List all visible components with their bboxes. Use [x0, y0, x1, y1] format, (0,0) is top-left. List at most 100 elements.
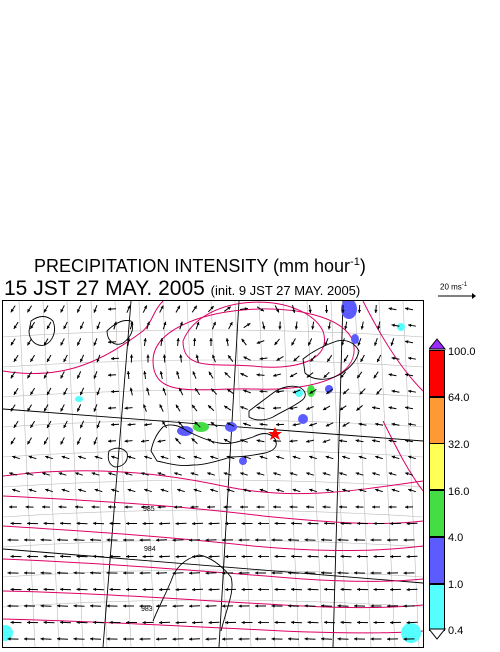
wind-arrow [192, 405, 197, 411]
wind-arrow [8, 571, 19, 574]
wind-arrow [242, 522, 253, 525]
wind-arrow [278, 322, 281, 330]
wind-arrow [61, 338, 65, 345]
wind-arrow [225, 372, 231, 378]
wind-arrow [389, 472, 397, 475]
reference-arrow-icon [436, 292, 476, 300]
wind-arrow [11, 438, 15, 445]
wind-arrow [11, 405, 15, 412]
wind-arrow [240, 505, 248, 508]
init-time: (init. 9 JST 27 MAY. 2005) [211, 283, 361, 298]
wind-arrow [323, 440, 331, 443]
wind-arrow [273, 505, 281, 508]
wind-arrow [390, 555, 401, 558]
wind-arrow [176, 555, 187, 558]
wind-arrow [274, 339, 279, 345]
wind-arrow [11, 522, 22, 525]
grid-line [3, 540, 423, 547]
wind-arrow [75, 472, 83, 475]
wind-arrow [156, 637, 167, 640]
wind-arrow [27, 306, 31, 313]
wind-arrow [290, 439, 298, 442]
wind-arrow [291, 522, 302, 525]
wind-arrow [260, 423, 268, 426]
wind-arrow [74, 571, 85, 574]
wind-arrow [208, 439, 215, 444]
wind-arrow [173, 637, 184, 640]
wind-arrow [389, 505, 397, 508]
coastline-island-b [29, 317, 55, 346]
reference-vector: 20 ms-1 [436, 282, 476, 302]
wind-arrow [125, 439, 133, 442]
wind-arrow [61, 437, 65, 444]
wind-arrow [374, 588, 385, 591]
wind-arrow [126, 555, 137, 558]
wind-arrow [24, 571, 35, 574]
wind-arrow [176, 621, 187, 624]
wind-arrow [255, 571, 266, 574]
wind-arrow [174, 505, 182, 508]
wind-arrow [372, 439, 380, 442]
isobar [3, 591, 423, 608]
wind-arrow [8, 604, 19, 607]
wind-arrow [27, 339, 31, 346]
wind-arrow [161, 456, 169, 459]
legend-color-box [429, 584, 445, 631]
wind-arrow [326, 456, 334, 459]
wind-arrow [29, 456, 37, 459]
wind-arrow [143, 555, 154, 558]
wind-arrow [146, 355, 149, 363]
wind-arrow [293, 456, 301, 459]
contour-label: 983 [141, 606, 153, 613]
wind-arrow [288, 637, 299, 640]
map-title: PRECIPITATION INTENSITY (mm hour-1) [34, 256, 366, 277]
wind-arrow [255, 538, 266, 541]
reference-vector-label: 20 ms-1 [440, 282, 467, 292]
wind-arrow [11, 306, 15, 313]
wind-arrow [196, 355, 199, 363]
wind-arrow [343, 389, 349, 394]
wind-arrow [356, 405, 362, 410]
precip-area [225, 422, 237, 432]
wind-arrow [209, 555, 220, 558]
wind-arrow [111, 390, 119, 393]
wind-arrow [240, 373, 247, 377]
wind-arrow [405, 340, 413, 343]
legend-label: 1.0 [448, 579, 463, 591]
wind-arrow [44, 405, 48, 412]
major-grid-line [3, 549, 423, 583]
wind-arrow [292, 305, 295, 313]
wind-arrow [30, 355, 34, 362]
wind-arrow [156, 604, 167, 607]
wind-arrow [257, 341, 265, 344]
wind-arrow [174, 472, 182, 475]
contour-label: 985 [143, 506, 155, 513]
wind-arrow [387, 571, 398, 574]
wind-arrow [14, 421, 18, 428]
wind-arrow [374, 305, 377, 313]
wind-arrow [392, 489, 400, 492]
wind-arrow [57, 604, 68, 607]
wind-arrow [391, 338, 394, 346]
wind-arrow [392, 456, 400, 459]
wind-arrow [208, 405, 214, 410]
wind-arrow [92, 472, 100, 475]
wind-arrow [255, 604, 266, 607]
wind-arrow [342, 456, 350, 459]
wind-arrow [357, 372, 362, 378]
wind-arrow [177, 456, 185, 459]
wind-arrow [160, 404, 164, 411]
wind-arrow [78, 456, 86, 459]
wind-arrow [275, 555, 286, 558]
precip-area [298, 414, 308, 424]
wind-arrow [408, 357, 416, 360]
wind-arrow [77, 437, 81, 444]
wind-arrow [44, 588, 55, 591]
wind-arrow [389, 373, 397, 376]
wind-arrow [244, 323, 251, 327]
wind-arrow [176, 405, 180, 412]
wind-arrow [77, 588, 88, 591]
wind-arrow [110, 522, 121, 525]
wind-arrow [358, 305, 361, 313]
wind-arrow [291, 621, 302, 624]
